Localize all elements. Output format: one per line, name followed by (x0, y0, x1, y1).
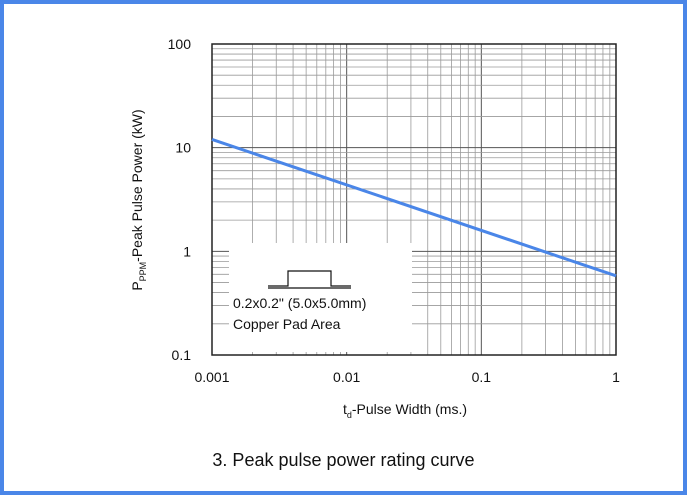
inset-line1: 0.2x0.2" (5.0x5.0mm) (233, 295, 366, 311)
x-axis-title: td-Pulse Width (ms.) (343, 401, 467, 420)
y-tick-label: 0.1 (172, 347, 192, 363)
chart-caption: 3. Peak pulse power rating curve (212, 450, 475, 470)
plot-area-border (211, 43, 617, 356)
x-tick-label: 0.001 (194, 369, 229, 385)
y-tick-label: 10 (175, 140, 191, 156)
y-tick-labels: 0.1 1 10 100 (168, 36, 192, 363)
x-tick-labels: 0.001 0.01 0.1 1 (194, 369, 620, 385)
y-tick-label: 100 (168, 36, 192, 52)
inset-line2: Copper Pad Area (233, 316, 341, 332)
x-tick-label: 0.1 (472, 369, 492, 385)
x-tick-label: 0.01 (333, 369, 360, 385)
y-axis-title: PPPM-Peak Pulse Power (kW) (129, 109, 148, 290)
legend-inset: 0.2x0.2" (5.0x5.0mm) Copper Pad Area (229, 243, 412, 352)
series-group (211, 138, 617, 278)
inset-box (229, 243, 412, 352)
pad-package-icon (268, 270, 351, 287)
x-tick-label: 1 (612, 369, 620, 385)
y-tick-label: 1 (183, 243, 191, 259)
series-line (211, 138, 617, 278)
